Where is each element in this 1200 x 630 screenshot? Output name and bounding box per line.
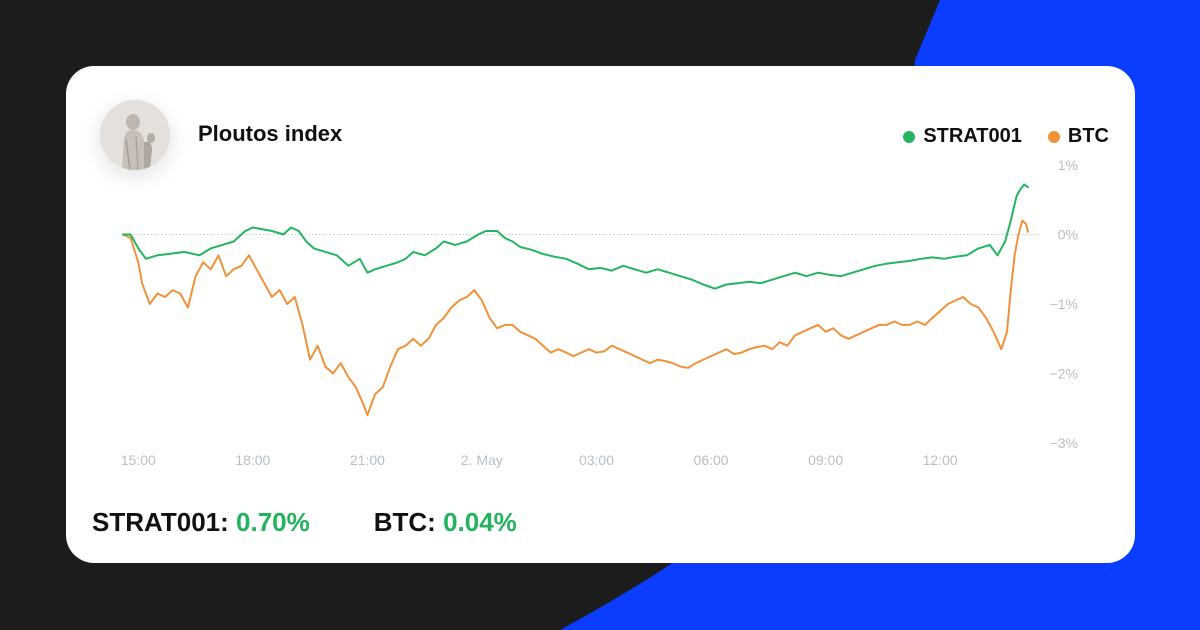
- legend-dot-btc: [1047, 130, 1060, 143]
- series-line-btc: [122, 219, 1029, 417]
- summary-value-btc: 0.04%: [443, 507, 517, 537]
- performance-summary: STRAT001: 0.70% BTC: 0.04%: [92, 507, 517, 538]
- y-tick-label: −1%: [1050, 296, 1078, 312]
- x-tick-label: 15:00: [121, 452, 156, 468]
- index-card: 1% 0% −1% −2% −3% 15:00 18:00 21:00 2. May 03:00 0…: [66, 66, 1135, 563]
- y-tick-label: −2%: [1050, 366, 1078, 382]
- summary-label-strat001: STRAT001:: [92, 507, 229, 537]
- y-tick-label: 1%: [1058, 157, 1078, 173]
- y-tick-label: −3%: [1050, 435, 1078, 451]
- x-tick-label: 2. May: [461, 452, 503, 468]
- legend-label-btc: BTC: [1067, 125, 1109, 147]
- summary-strat001: STRAT001: 0.70%: [92, 507, 310, 538]
- legend-item-strat001: STRAT001: [903, 125, 1022, 148]
- avatar: [100, 100, 170, 170]
- legend-label-strat001: STRAT001: [923, 125, 1022, 147]
- x-tick-label: 18:00: [235, 452, 270, 468]
- x-tick-label: 09:00: [808, 452, 843, 468]
- chart-legend: STRAT001 BTC: [903, 125, 1109, 148]
- legend-dot-strat001: [903, 130, 916, 143]
- legend-item-btc: BTC: [1047, 125, 1109, 148]
- statue-avatar-icon: [100, 100, 170, 170]
- x-tick-label: 06:00: [694, 452, 729, 468]
- x-tick-label: 21:00: [350, 452, 385, 468]
- page-title: Ploutos index: [198, 121, 343, 146]
- summary-label-btc: BTC:: [373, 507, 436, 537]
- x-tick-label: 12:00: [923, 452, 958, 468]
- summary-btc: BTC: 0.04%: [374, 507, 517, 538]
- series-line-strat001: [122, 183, 1029, 290]
- summary-value-strat001: 0.70%: [236, 507, 310, 537]
- y-tick-label: 0%: [1058, 227, 1078, 243]
- line-chart: 1% 0% −1% −2% −3% 15:00 18:00 21:00 2. May 03:00 0…: [121, 157, 1078, 468]
- x-tick-label: 03:00: [579, 452, 614, 468]
